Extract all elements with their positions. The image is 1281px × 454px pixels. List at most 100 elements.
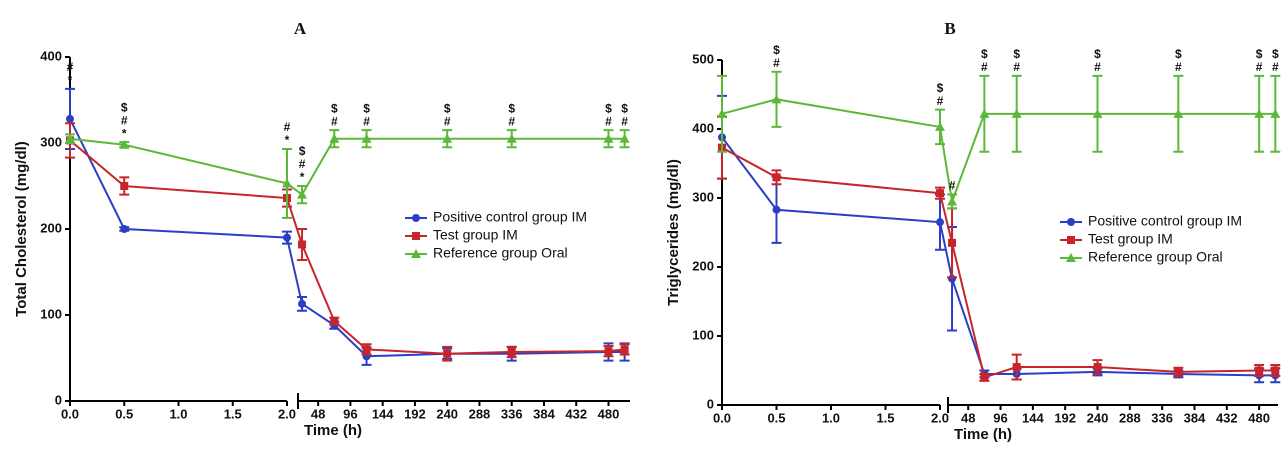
legend-marker	[411, 249, 421, 258]
annotation: $	[937, 81, 944, 95]
point	[620, 345, 629, 354]
legend-label: Test group IM	[433, 227, 518, 243]
x-tick-label: 1.0	[822, 410, 840, 425]
y-tick-label: 300	[692, 189, 714, 204]
annotation: #	[621, 114, 628, 128]
annotation: *	[285, 133, 290, 147]
annotation: $	[444, 101, 451, 115]
annotation: #	[67, 60, 74, 74]
annotation: #	[363, 114, 370, 128]
point	[1254, 108, 1265, 118]
x-tick-label: 0.5	[115, 406, 133, 421]
point	[936, 189, 944, 198]
point	[329, 133, 340, 143]
x-tick-label: 240	[436, 406, 458, 421]
x-tick-label: 480	[1248, 410, 1270, 425]
x-tick-label: 192	[1054, 410, 1076, 425]
legend-marker	[412, 232, 420, 240]
annotation: #	[937, 94, 944, 108]
y-tick-label: 200	[692, 258, 714, 273]
y-axis-label: Triglycerides (mg/dl)	[665, 159, 682, 306]
point	[298, 299, 307, 308]
y-tick-label: 0	[707, 396, 714, 411]
point	[948, 238, 957, 247]
point	[297, 189, 308, 199]
legend-label: Positive control group IM	[433, 209, 587, 225]
annotation: #	[1256, 60, 1263, 74]
annotation: #	[1094, 60, 1101, 74]
point	[507, 347, 516, 356]
title: B	[944, 19, 955, 38]
x-tick-label: 0.5	[767, 410, 785, 425]
annotation: $	[121, 100, 128, 114]
x-tick-label: 48	[961, 410, 975, 425]
x-tick-label: 240	[1087, 410, 1109, 425]
point	[330, 317, 339, 326]
point	[772, 205, 781, 214]
y-tick-label: 0	[55, 392, 62, 407]
annotation: $	[1272, 47, 1279, 61]
legend-marker	[1067, 236, 1075, 244]
series-line	[69, 137, 625, 197]
point	[66, 114, 74, 123]
point	[980, 373, 989, 382]
x-tick-label: 480	[598, 406, 620, 421]
x-tick-label: 144	[1022, 410, 1044, 425]
point	[771, 94, 782, 104]
x-tick-label: 144	[372, 406, 394, 421]
legend-label: Test group IM	[1088, 231, 1173, 247]
point	[506, 133, 517, 143]
point	[1092, 108, 1103, 118]
point	[947, 196, 958, 206]
x-tick-label: 1.5	[224, 406, 242, 421]
point	[1093, 363, 1102, 372]
annotation: $	[1013, 47, 1020, 61]
annotation: *	[122, 126, 127, 140]
y-tick-label: 400	[692, 120, 714, 135]
x-tick-label: 288	[1119, 410, 1141, 425]
point	[283, 233, 291, 242]
legend-label: Reference group Oral	[433, 245, 568, 261]
y-tick-label: 400	[40, 48, 62, 63]
point	[1011, 108, 1022, 118]
x-tick-label: 288	[469, 406, 491, 421]
annotation: #	[508, 114, 515, 128]
title: A	[294, 19, 307, 38]
annotation: #	[605, 114, 612, 128]
point	[979, 108, 990, 118]
point	[935, 121, 945, 131]
annotation: $	[1094, 47, 1101, 61]
point	[717, 108, 727, 118]
x-tick-label: 2.0	[278, 406, 296, 421]
annotation: #	[299, 157, 306, 171]
x-tick-label: 336	[1151, 410, 1173, 425]
x-tick-label: 0.0	[713, 410, 731, 425]
annotation: $	[981, 47, 988, 61]
series-line	[721, 146, 1276, 379]
annotation: *	[300, 170, 305, 184]
annotation: #	[949, 179, 956, 193]
annotation: $	[621, 101, 628, 115]
annotation: $	[773, 43, 780, 57]
annotation: *	[68, 73, 73, 87]
legend-label: Positive control group IM	[1088, 213, 1242, 229]
series-line	[721, 136, 1276, 377]
legend-marker	[412, 214, 420, 222]
y-tick-label: 300	[40, 134, 62, 149]
point	[1255, 366, 1264, 375]
annotation: $	[363, 101, 370, 115]
legend-marker	[1067, 218, 1075, 226]
y-axis-label: Total Cholesterol (mg/dl)	[13, 141, 30, 317]
annotation: #	[444, 114, 451, 128]
annotation: #	[1272, 60, 1279, 74]
annotation: #	[1013, 60, 1020, 74]
y-tick-label: 500	[692, 51, 714, 66]
legend-marker	[1066, 253, 1076, 262]
annotation: $	[605, 101, 612, 115]
series-line	[69, 118, 625, 358]
point	[772, 173, 781, 182]
x-tick-label: 384	[1184, 410, 1206, 425]
x-tick-label: 1.0	[169, 406, 187, 421]
point	[298, 240, 307, 249]
